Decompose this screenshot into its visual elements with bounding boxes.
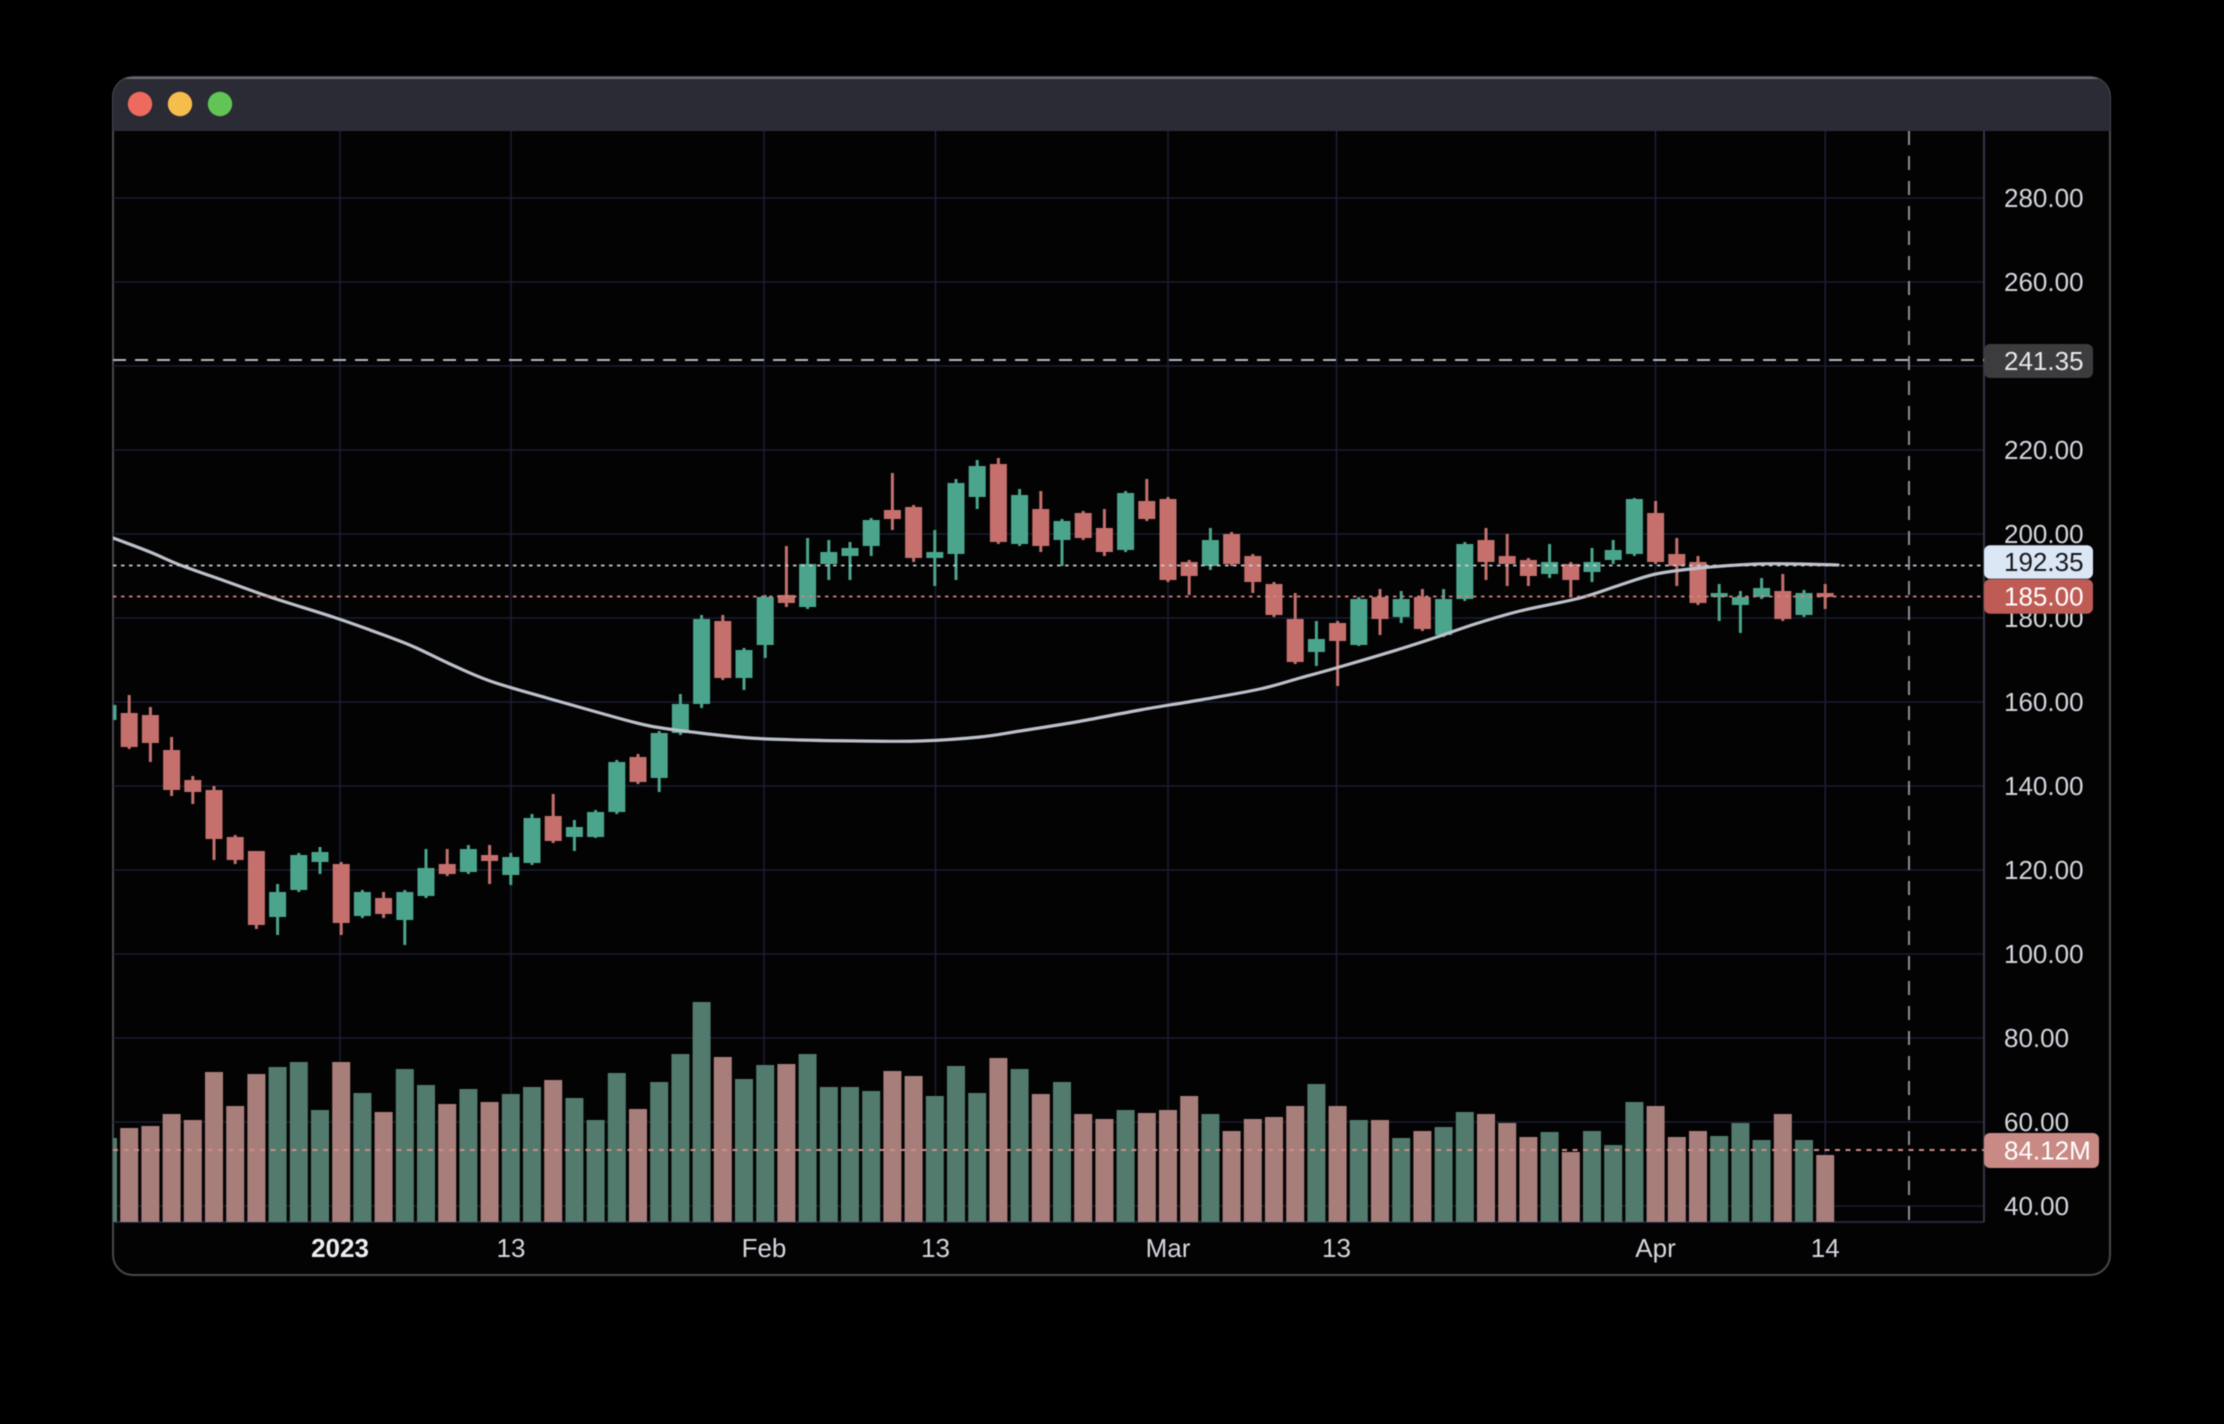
svg-text:Apr: Apr [1635, 1233, 1676, 1263]
svg-text:185.00: 185.00 [2004, 582, 2084, 612]
svg-text:Mar: Mar [1146, 1233, 1191, 1263]
svg-text:260.00: 260.00 [2004, 267, 2084, 297]
svg-text:192.35: 192.35 [2004, 547, 2084, 577]
svg-text:120.00: 120.00 [2004, 855, 2084, 885]
svg-text:2023: 2023 [311, 1233, 369, 1263]
svg-text:220.00: 220.00 [2004, 435, 2084, 465]
svg-text:280.00: 280.00 [2004, 183, 2084, 213]
svg-text:13: 13 [921, 1233, 950, 1263]
svg-text:14: 14 [1811, 1233, 1840, 1263]
svg-text:160.00: 160.00 [2004, 687, 2084, 717]
svg-text:60.00: 60.00 [2004, 1107, 2069, 1137]
svg-text:100.00: 100.00 [2004, 939, 2084, 969]
svg-text:13: 13 [1322, 1233, 1351, 1263]
svg-text:241.35: 241.35 [2004, 346, 2084, 376]
svg-text:80.00: 80.00 [2004, 1023, 2069, 1053]
svg-text:84.12M: 84.12M [2004, 1136, 2091, 1166]
svg-text:140.00: 140.00 [2004, 771, 2084, 801]
svg-text:13: 13 [497, 1233, 526, 1263]
svg-text:40.00: 40.00 [2004, 1191, 2069, 1221]
svg-text:200.00: 200.00 [2004, 519, 2084, 549]
svg-text:Feb: Feb [742, 1233, 787, 1263]
